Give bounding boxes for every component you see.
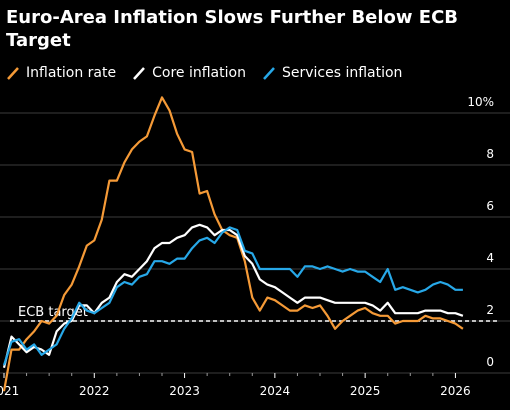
legend-swatch-inflation-rate <box>7 67 19 80</box>
series-line-inflation-rate <box>2 96 464 392</box>
x-tick-label-2024: 2024 <box>260 384 291 398</box>
series-line-core-inflation <box>2 223 464 369</box>
x-tick-label-2021: 2021 <box>0 384 19 398</box>
y-tick-label-2: 2 <box>486 303 494 317</box>
chart-title: Euro-Area Inflation Slows Further Below … <box>6 7 459 51</box>
x-tick-label-2023: 2023 <box>169 384 200 398</box>
ecb-target-label: ECB target <box>18 305 88 320</box>
legend-label-core-inflation: Core inflation <box>152 65 246 81</box>
legend-item-inflation-rate: Inflation rate <box>6 64 116 82</box>
y-tick-label-6: 6 <box>486 199 494 213</box>
y-tick-label-8: 8 <box>486 147 494 161</box>
x-tick-label-2025: 2025 <box>350 384 381 398</box>
legend-swatch-core-inflation <box>133 67 146 80</box>
y-axis: 0 2 4 6 8 10% <box>467 95 494 369</box>
legend-item-services-inflation: Services inflation <box>262 64 402 82</box>
x-tick-label-2026: 2026 <box>440 384 471 398</box>
legend-swatch-services-inflation <box>263 67 275 80</box>
legend-label-services-inflation: Services inflation <box>281 65 403 81</box>
x-tick-label-2022: 2022 <box>79 384 110 398</box>
grid <box>0 112 510 374</box>
x-axis: 2021 2022 2023 2024 2025 2026 <box>0 373 471 398</box>
y-tick-label-4: 4 <box>486 251 494 265</box>
legend-item-core-inflation: Core inflation <box>132 64 246 82</box>
legend-label-inflation-rate: Inflation rate <box>26 65 117 81</box>
y-tick-label-0: 0 <box>486 355 494 369</box>
legend: Inflation rate Core inflation Services i… <box>6 64 402 82</box>
series-group <box>2 96 464 392</box>
y-tick-label-10: 10% <box>467 95 494 109</box>
series-line-services-inflation <box>2 226 463 366</box>
